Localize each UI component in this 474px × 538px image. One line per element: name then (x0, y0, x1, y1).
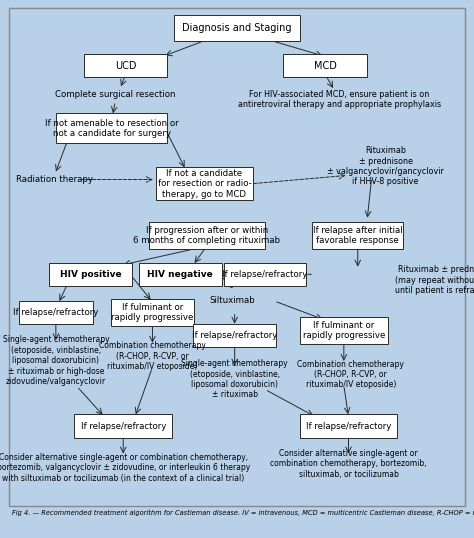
Text: If fulminant or
rapidly progressive: If fulminant or rapidly progressive (111, 303, 194, 322)
Text: If relapse/refractory: If relapse/refractory (13, 308, 99, 317)
Text: Single-agent chemotherapy
(etoposide, vinblastine,
liposomal doxorubicin)
± ritu: Single-agent chemotherapy (etoposide, vi… (2, 335, 109, 386)
Text: If relapse/refractory: If relapse/refractory (81, 422, 166, 430)
FancyBboxPatch shape (174, 16, 300, 41)
Text: Complete surgical resection: Complete surgical resection (55, 90, 175, 100)
Text: Combination chemotherapy
(R-CHOP, R-CVP, or
rituximab/IV etoposide): Combination chemotherapy (R-CHOP, R-CVP,… (99, 342, 206, 371)
FancyBboxPatch shape (193, 324, 276, 348)
Text: If not a candidate
for resection or radio-
therapy, go to MCD: If not a candidate for resection or radi… (158, 169, 251, 199)
Text: If relapse/refractory: If relapse/refractory (222, 270, 308, 279)
FancyBboxPatch shape (139, 263, 222, 286)
Text: Consider alternative single-agent or combination chemotherapy,
bortezomib, valga: Consider alternative single-agent or com… (0, 453, 250, 483)
Text: Fig 4. — Recommended treatment algorithm for Castleman disease. IV = intravenous: Fig 4. — Recommended treatment algorithm… (12, 509, 474, 516)
FancyBboxPatch shape (155, 167, 253, 200)
FancyBboxPatch shape (300, 414, 397, 438)
Text: Rituximab
± prednisone
± valgancyclovir/gancyclovir
if HHV-8 positive: Rituximab ± prednisone ± valgancyclovir/… (327, 146, 444, 186)
Text: If not amenable to resection or
not a candidate for surgery: If not amenable to resection or not a ca… (45, 119, 178, 138)
FancyBboxPatch shape (84, 54, 167, 77)
Text: Combination chemotherapy
(R-CHOP, R-CVP, or
rituximab/IV etoposide): Combination chemotherapy (R-CHOP, R-CVP,… (297, 359, 404, 390)
Text: If progression after or within
6 months of completing rituximab: If progression after or within 6 months … (133, 226, 280, 245)
FancyBboxPatch shape (224, 263, 306, 286)
Text: Radiation therapy: Radiation therapy (17, 175, 93, 184)
Text: HIV negative: HIV negative (147, 270, 213, 279)
Text: Siltuximab: Siltuximab (210, 296, 255, 306)
Text: If relapse after initial
favorable response: If relapse after initial favorable respo… (313, 226, 402, 245)
FancyBboxPatch shape (74, 414, 172, 438)
Text: UCD: UCD (115, 61, 136, 70)
Text: Consider alternative single-agent or
combination chemotherapy, bortezomib,
siltu: Consider alternative single-agent or com… (270, 449, 427, 479)
FancyBboxPatch shape (283, 54, 367, 77)
FancyBboxPatch shape (49, 263, 132, 286)
Text: For HIV-associated MCD, ensure patient is on
antiretroviral therapy and appropri: For HIV-associated MCD, ensure patient i… (237, 90, 441, 109)
FancyBboxPatch shape (312, 222, 403, 249)
FancyBboxPatch shape (18, 301, 93, 324)
Text: If relapse/refractory: If relapse/refractory (192, 331, 277, 340)
Text: If fulminant or
rapidly progressive: If fulminant or rapidly progressive (303, 321, 385, 341)
FancyBboxPatch shape (149, 222, 265, 249)
Text: Rituximab ± prednisone
(may repeat without limit
until patient is refractory): Rituximab ± prednisone (may repeat witho… (395, 265, 474, 295)
Text: Diagnosis and Staging: Diagnosis and Staging (182, 23, 292, 33)
Text: MCD: MCD (314, 61, 337, 70)
FancyBboxPatch shape (300, 317, 388, 344)
FancyBboxPatch shape (56, 114, 167, 143)
FancyBboxPatch shape (110, 299, 194, 326)
Text: If relapse/refractory: If relapse/refractory (306, 422, 391, 430)
Text: Single-agent chemotherapy
(etoposide, vinblastine,
liposomal doxorubicin)
± ritu: Single-agent chemotherapy (etoposide, vi… (182, 359, 288, 399)
Text: HIV positive: HIV positive (60, 270, 121, 279)
